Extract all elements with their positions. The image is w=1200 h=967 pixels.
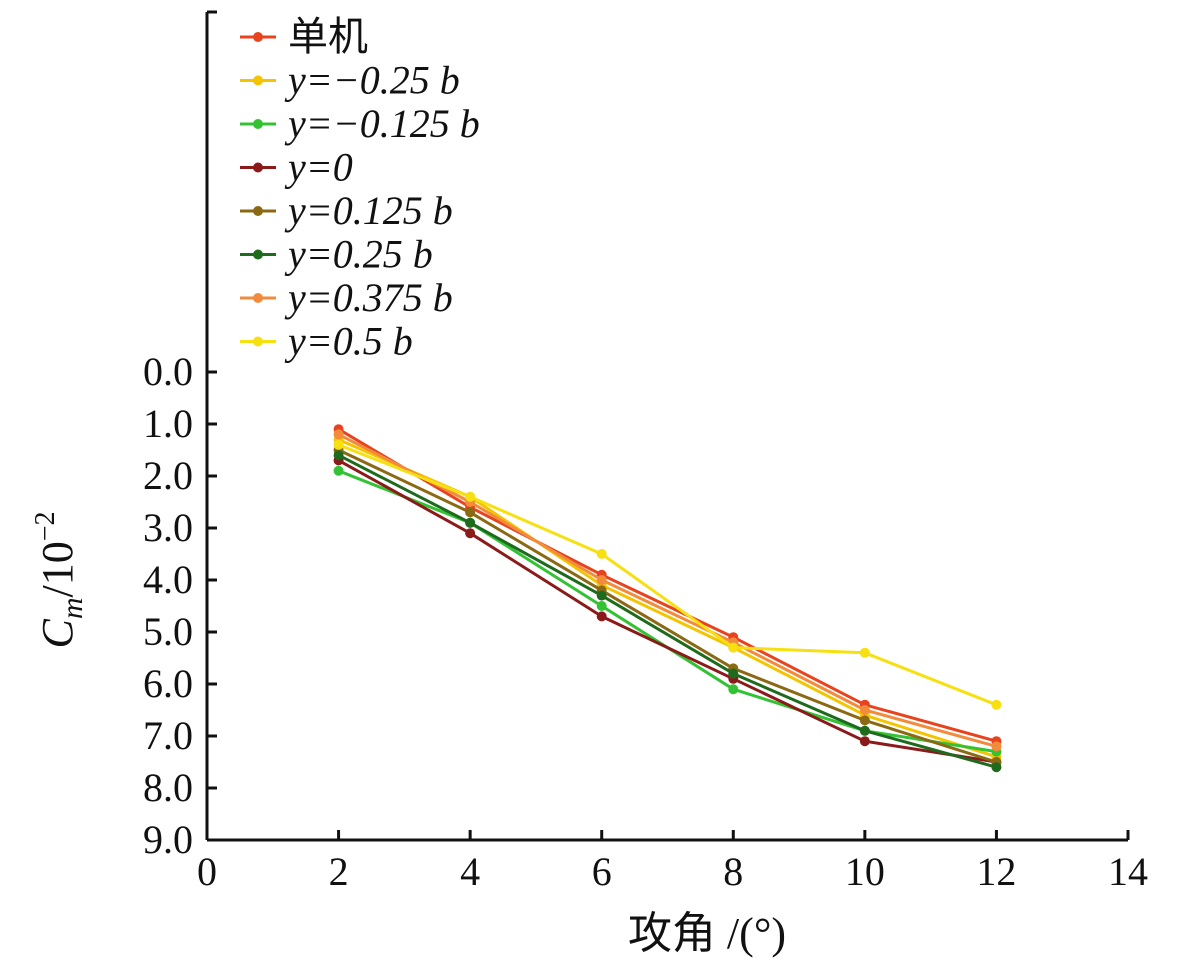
y-tick-label: 3.0 bbox=[143, 505, 193, 550]
data-point bbox=[859, 705, 870, 715]
legend-label: y=−0.125 b bbox=[284, 101, 480, 146]
data-point bbox=[991, 762, 1002, 773]
series-line bbox=[338, 443, 997, 707]
legend-label: 单机 bbox=[288, 14, 368, 59]
legend-label: y=0 bbox=[284, 145, 353, 190]
y-tick-label: 1.0 bbox=[143, 401, 193, 446]
data-point bbox=[596, 590, 607, 601]
x-tick-label: 14 bbox=[1108, 849, 1148, 894]
legend-swatch-marker bbox=[253, 75, 263, 86]
legend-label: y=0.375 b bbox=[284, 275, 453, 320]
series-0 bbox=[333, 424, 1002, 747]
legend: 单机y=−0.25 by=−0.125 by=0y=0.125 by=0.25 … bbox=[240, 14, 480, 364]
legend-swatch-marker bbox=[253, 32, 263, 42]
legend-label: y=0.25 b bbox=[284, 232, 433, 277]
data-point bbox=[859, 736, 870, 747]
legend-label: y=0.5 b bbox=[284, 319, 413, 364]
legend-swatch-marker bbox=[253, 119, 263, 129]
data-point bbox=[991, 699, 1002, 710]
series-line bbox=[337, 453, 997, 769]
data-point bbox=[596, 601, 607, 611]
series-line bbox=[337, 459, 997, 764]
series-layer bbox=[333, 424, 1002, 773]
x-axis-title: 攻角 /(°) bbox=[628, 909, 786, 958]
data-point bbox=[465, 491, 476, 502]
series-line bbox=[337, 427, 997, 743]
x-tick-label: 12 bbox=[976, 849, 1016, 894]
y-axis-title-sub: m bbox=[56, 598, 89, 620]
data-point bbox=[859, 725, 870, 736]
legend-swatch-marker bbox=[253, 336, 263, 347]
y-tick-label: 7.0 bbox=[143, 713, 193, 758]
legend-item: y=−0.125 b bbox=[240, 101, 480, 146]
legend-swatch-marker bbox=[253, 206, 263, 216]
data-point bbox=[728, 642, 739, 653]
data-point bbox=[859, 715, 870, 726]
data-point bbox=[333, 439, 344, 450]
legend-swatch-marker bbox=[253, 293, 263, 303]
y-tick-label: 9.0 bbox=[143, 817, 193, 862]
x-tick-label: 8 bbox=[723, 849, 743, 894]
y-axis-title-main: C bbox=[33, 619, 82, 649]
data-point bbox=[333, 450, 344, 461]
data-point bbox=[859, 647, 870, 658]
y-tick-label: 6.0 bbox=[143, 661, 193, 706]
x-tick-label: 0 bbox=[197, 849, 217, 894]
y-ticks: 0.0 1.0 2.0 3.0 4.0 5.0 6.0 7.0 8.0 9.0 bbox=[143, 349, 217, 862]
legend-item: y=0.375 b bbox=[240, 275, 453, 320]
data-point bbox=[465, 517, 476, 528]
series-5 bbox=[333, 450, 1002, 773]
x-tick-label: 6 bbox=[592, 849, 612, 894]
x-ticks: 0 2 4 6 8 10 12 14 bbox=[197, 830, 1148, 894]
y-axis-title-exp: −2 bbox=[30, 511, 61, 541]
data-point bbox=[333, 465, 344, 476]
y-tick-label: 2.0 bbox=[143, 453, 193, 498]
legend-label: y=−0.25 b bbox=[284, 58, 460, 103]
data-point bbox=[465, 528, 476, 539]
data-point bbox=[596, 611, 607, 622]
data-point bbox=[596, 549, 607, 559]
x-tick-label: 10 bbox=[845, 849, 885, 894]
series-line bbox=[337, 433, 997, 748]
legend-swatch-marker bbox=[253, 162, 263, 173]
y-tick-label: 0.0 bbox=[143, 349, 193, 394]
legend-item: y=0.25 b bbox=[240, 232, 433, 277]
x-tick-label: 2 bbox=[329, 849, 349, 894]
data-point bbox=[465, 507, 476, 518]
data-point bbox=[991, 741, 1002, 752]
legend-item: y=−0.25 b bbox=[240, 58, 460, 103]
y-tick-label: 4.0 bbox=[143, 557, 193, 602]
svg-text:Cm/10−2: Cm/10−2 bbox=[30, 511, 89, 648]
y-tick-label: 8.0 bbox=[143, 765, 193, 810]
data-point bbox=[728, 668, 739, 679]
y-axis-title-unit: /10 bbox=[33, 541, 82, 597]
legend-swatch-marker bbox=[253, 249, 263, 260]
legend-item: 单机 bbox=[240, 14, 368, 59]
y-axis-title: Cm/10−2 bbox=[30, 511, 89, 648]
legend-item: y=0.5 b bbox=[240, 319, 413, 364]
legend-item: y=0.125 b bbox=[240, 188, 453, 233]
data-point bbox=[728, 684, 739, 695]
data-point bbox=[596, 575, 607, 585]
y-tick-label: 5.0 bbox=[143, 609, 193, 654]
series-7 bbox=[333, 439, 1002, 710]
series-line bbox=[337, 448, 997, 764]
x-tick-label: 4 bbox=[460, 849, 480, 894]
series-6 bbox=[333, 429, 1002, 752]
legend-label: y=0.125 b bbox=[284, 188, 453, 233]
data-point bbox=[333, 429, 344, 440]
legend-item: y=0 bbox=[240, 145, 353, 190]
